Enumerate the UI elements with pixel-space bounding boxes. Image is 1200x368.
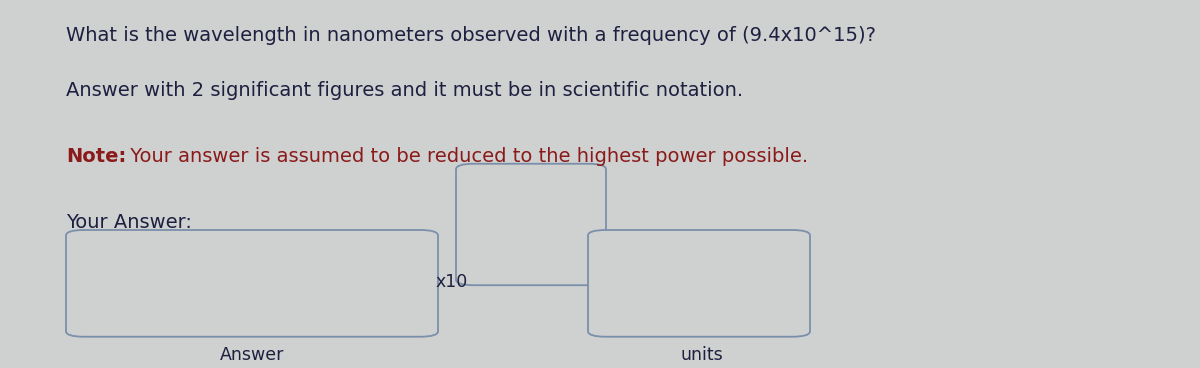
- Text: Answer with 2 significant figures and it must be in scientific notation.: Answer with 2 significant figures and it…: [66, 81, 743, 100]
- FancyBboxPatch shape: [66, 230, 438, 337]
- Text: units: units: [680, 346, 724, 364]
- FancyBboxPatch shape: [456, 164, 606, 285]
- Text: Note:: Note:: [66, 147, 126, 166]
- Text: x10: x10: [436, 273, 468, 290]
- Text: Your Answer:: Your Answer:: [66, 213, 192, 233]
- Text: What is the wavelength in nanometers observed with a frequency of (9.4x10^15)?: What is the wavelength in nanometers obs…: [66, 26, 876, 45]
- Text: Your answer is assumed to be reduced to the highest power possible.: Your answer is assumed to be reduced to …: [124, 147, 808, 166]
- FancyBboxPatch shape: [588, 230, 810, 337]
- Text: Answer: Answer: [220, 346, 284, 364]
